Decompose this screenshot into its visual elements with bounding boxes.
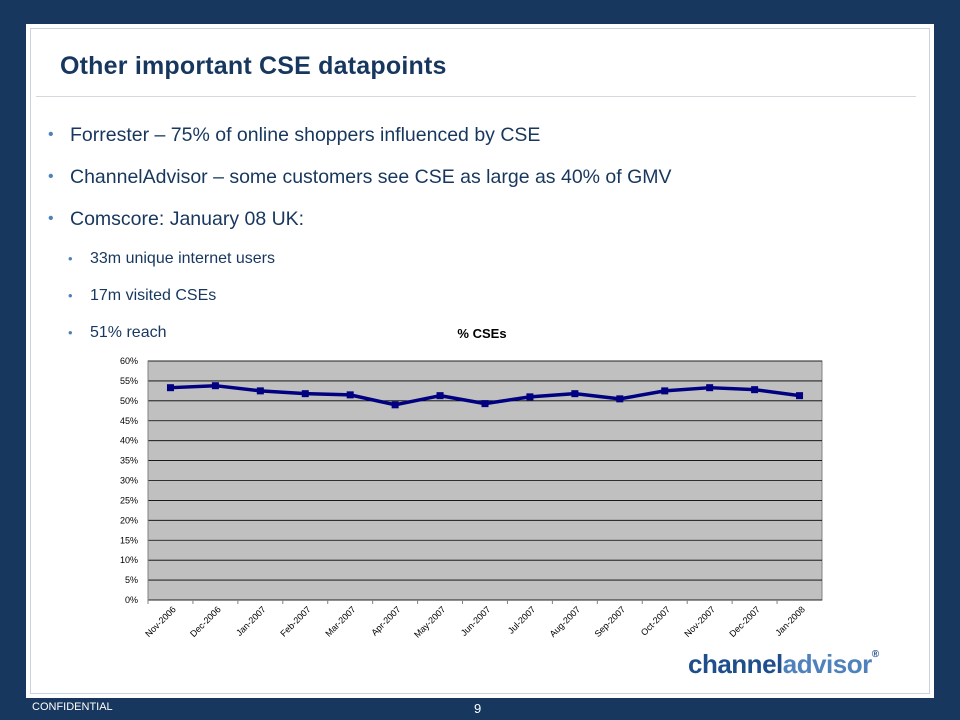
- bullet-list: • Forrester – 75% of online shoppers inf…: [48, 121, 672, 358]
- bullet-text: 33m unique internet users: [90, 250, 275, 267]
- bullet-dot-icon: •: [48, 126, 54, 143]
- bullet-dot-icon: •: [68, 288, 73, 303]
- logo-registered-mark: ®: [871, 649, 879, 660]
- page-number: 9: [474, 701, 482, 716]
- confidential-label: CONFIDENTIAL: [32, 701, 113, 713]
- bullet-text: Forrester – 75% of online shoppers influ…: [70, 124, 541, 146]
- bullet-text: 17m visited CSEs: [90, 287, 217, 304]
- bullet-dot-icon: •: [68, 325, 73, 340]
- channeladvisor-logo: channeladvisor®: [688, 649, 879, 680]
- title-divider: [36, 96, 916, 97]
- bullet-dot-icon: •: [68, 251, 73, 266]
- sub-bullet-reach: • 51% reach: [68, 321, 672, 358]
- sub-bullet-visited-cses: • 17m visited CSEs: [68, 284, 672, 321]
- slide-title: Other important CSE datapoints: [60, 52, 447, 80]
- logo-part1: channel: [688, 649, 783, 679]
- logo-part2: advisor: [782, 649, 873, 679]
- bullet-dot-icon: •: [48, 168, 54, 185]
- bullet-item-comscore: • Comscore: January 08 UK:: [48, 205, 672, 247]
- bullet-text: Comscore: January 08 UK:: [70, 208, 305, 230]
- bullet-item-channeladvisor: • ChannelAdvisor – some customers see CS…: [48, 163, 672, 205]
- bullet-text: ChannelAdvisor – some customers see CSE …: [70, 166, 672, 188]
- bullet-dot-icon: •: [48, 210, 54, 227]
- sub-bullet-unique-users: • 33m unique internet users: [68, 247, 672, 284]
- bullet-text: 51% reach: [90, 324, 167, 341]
- bullet-item-forrester: • Forrester – 75% of online shoppers inf…: [48, 121, 672, 163]
